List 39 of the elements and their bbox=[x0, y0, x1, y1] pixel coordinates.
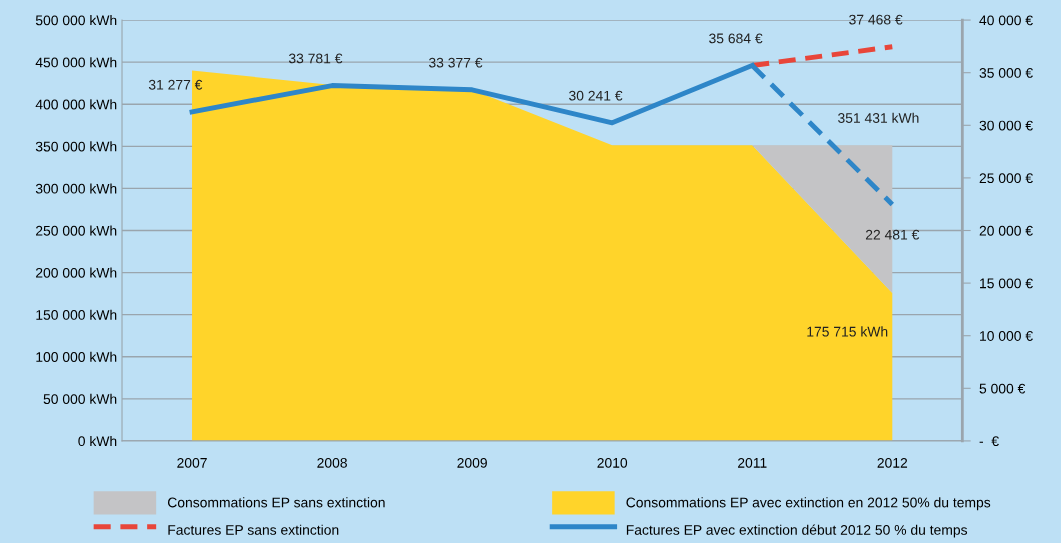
x-tick-label: 2008 bbox=[317, 457, 347, 468]
x-tick-label: 2012 bbox=[877, 457, 908, 468]
y-tick-label: 350 000 kWh bbox=[35, 141, 117, 152]
y2-tick-label: 10 000 € bbox=[980, 331, 1033, 341]
data-label: 31 277 € bbox=[148, 79, 203, 90]
legend-label: Consommations EP sans extinction bbox=[167, 497, 385, 508]
y2-tick-label: - € bbox=[979, 436, 999, 447]
y-tick-label: 250 000 kWh bbox=[36, 225, 117, 236]
y-tick-label: 200 000 kWh bbox=[36, 267, 117, 278]
data-label: 33 781 € bbox=[288, 53, 343, 64]
data-label: 37 468 € bbox=[849, 14, 903, 25]
legend-label: Factures EP avec extinction début 2012 50 % du temps bbox=[626, 524, 968, 538]
y-tick-label: 150 000 kWh bbox=[36, 309, 117, 320]
data-label: 22 481 € bbox=[865, 229, 920, 240]
x-tick-label: 2011 bbox=[738, 457, 767, 468]
y-tick-label: 0 kWh bbox=[78, 435, 117, 447]
legend-label: Consommations EP avec extinction en 2012 50% du temps bbox=[626, 497, 991, 511]
y2-tick-label: 20 000 € bbox=[979, 225, 1033, 236]
data-label: 33 377 € bbox=[428, 57, 483, 68]
y-tick-label: 50 000 kWh bbox=[43, 393, 117, 404]
y-tick-label: 450 000 kWh bbox=[35, 57, 117, 68]
y-tick-label: 100 000 kWh bbox=[36, 351, 117, 362]
x-tick-label: 2010 bbox=[597, 457, 628, 468]
y-tick-label: 400 000 kWh bbox=[35, 99, 117, 110]
x-tick-label: 2009 bbox=[457, 457, 487, 468]
x-tick-label: 2007 bbox=[177, 457, 207, 468]
y2-tick-label: 25 000 € bbox=[979, 173, 1033, 184]
data-label: 35 684 € bbox=[709, 33, 763, 44]
y2-tick-label: 35 000 € bbox=[979, 68, 1033, 78]
data-label: 30 241 € bbox=[569, 90, 623, 101]
data-label: 351 431 kWh bbox=[838, 112, 919, 123]
legend-label: Factures EP sans extinction bbox=[168, 524, 339, 535]
y-tick-label: 300 000 kWh bbox=[35, 183, 117, 194]
y2-tick-label: 40 000 € bbox=[979, 15, 1033, 26]
y2-tick-label: 5 000 € bbox=[979, 383, 1026, 394]
data-label: 175 715 kWh bbox=[807, 326, 888, 337]
y2-tick-label: 15 000 € bbox=[980, 278, 1033, 289]
y2-tick-label: 30 000 € bbox=[979, 120, 1033, 131]
y-tick-label: 500 000 kWh bbox=[35, 15, 117, 26]
